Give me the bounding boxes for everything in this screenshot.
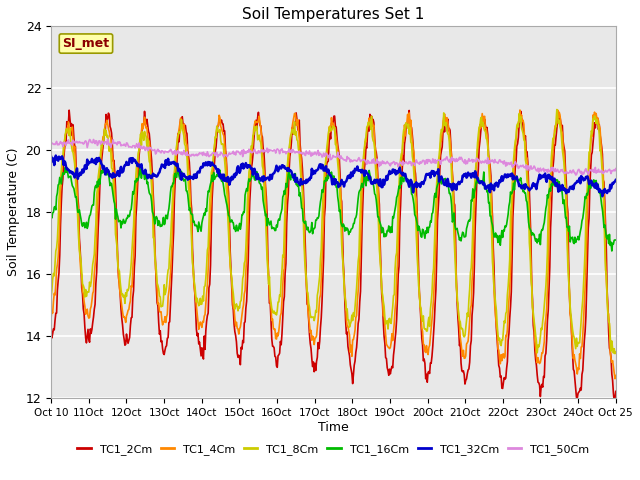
Line: TC1_4Cm: TC1_4Cm [51,110,616,379]
TC1_4Cm [173,148,180,154]
TC1_50Cm [612,166,620,171]
TC1_8Cm [612,349,620,355]
TC1_2Cm [419,358,427,363]
TC1_4Cm [47,315,55,321]
TC1_2Cm [611,398,618,404]
Line: TC1_2Cm: TC1_2Cm [51,110,616,401]
TC1_4Cm [116,285,124,290]
TC1_8Cm [203,264,211,269]
Title: Soil Temperatures Set 1: Soil Temperatures Set 1 [242,7,424,22]
TC1_32Cm [612,177,620,183]
TC1_4Cm [554,107,561,113]
TC1_32Cm [403,179,411,184]
Text: SI_met: SI_met [62,37,109,50]
TC1_32Cm [173,161,181,167]
TC1_4Cm [612,372,620,378]
TC1_4Cm [203,290,211,296]
TC1_50Cm [116,140,124,145]
TC1_2Cm [612,388,620,394]
TC1_16Cm [116,218,124,224]
TC1_16Cm [612,237,620,243]
Y-axis label: Soil Temperature (C): Soil Temperature (C) [7,148,20,276]
Legend: TC1_2Cm, TC1_4Cm, TC1_8Cm, TC1_16Cm, TC1_32Cm, TC1_50Cm: TC1_2Cm, TC1_4Cm, TC1_8Cm, TC1_16Cm, TC1… [73,440,594,460]
TC1_8Cm [58,168,65,173]
X-axis label: Time: Time [318,421,349,434]
TC1_4Cm [58,180,65,185]
TC1_50Cm [204,149,211,155]
TC1_16Cm [61,165,69,170]
TC1_50Cm [173,148,181,154]
TC1_8Cm [419,318,426,324]
TC1_50Cm [572,172,580,178]
TC1_8Cm [116,268,124,274]
Line: TC1_50Cm: TC1_50Cm [51,139,616,175]
TC1_50Cm [58,141,65,146]
TC1_2Cm [47,325,55,331]
TC1_50Cm [104,136,111,142]
TC1_2Cm [204,313,211,319]
TC1_16Cm [173,165,181,171]
Line: TC1_16Cm: TC1_16Cm [51,168,616,251]
TC1_8Cm [173,142,180,148]
TC1_2Cm [403,124,411,130]
TC1_32Cm [47,154,55,159]
TC1_2Cm [58,200,65,206]
TC1_32Cm [52,153,60,158]
TC1_4Cm [611,376,619,382]
TC1_2Cm [65,108,73,113]
TC1_32Cm [116,167,124,173]
TC1_50Cm [403,160,411,166]
TC1_8Cm [611,351,619,357]
TC1_50Cm [419,157,427,163]
TC1_16Cm [47,212,55,218]
TC1_32Cm [204,163,211,168]
TC1_32Cm [419,181,427,187]
TC1_2Cm [173,146,181,152]
TC1_16Cm [608,248,616,254]
TC1_8Cm [47,294,55,300]
Line: TC1_8Cm: TC1_8Cm [51,109,616,354]
TC1_4Cm [402,120,410,126]
TC1_50Cm [47,140,55,146]
TC1_32Cm [598,193,606,199]
Line: TC1_32Cm: TC1_32Cm [51,156,616,196]
TC1_4Cm [419,328,426,334]
TC1_16Cm [204,196,211,202]
TC1_16Cm [403,176,411,181]
TC1_16Cm [58,181,65,187]
TC1_8Cm [553,107,561,112]
TC1_2Cm [116,292,124,298]
TC1_8Cm [402,120,410,126]
TC1_32Cm [58,154,66,159]
TC1_16Cm [419,228,427,233]
